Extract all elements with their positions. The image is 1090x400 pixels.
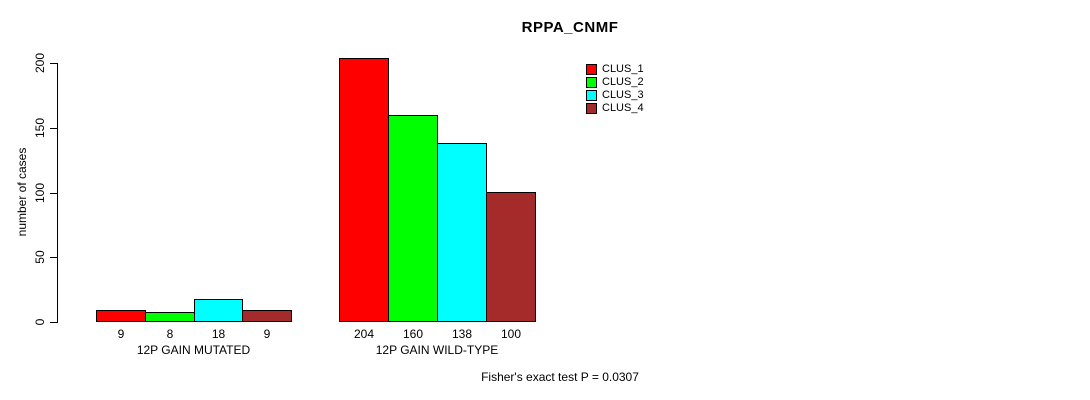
bar-clus_2-group2: [388, 115, 438, 322]
bar-clus_2-group1: [145, 312, 195, 322]
legend-item: CLUS_2: [586, 76, 644, 89]
legend: CLUS_1 CLUS_2 CLUS_3 CLUS_4: [586, 63, 644, 115]
bar-value-label: 8: [166, 327, 174, 341]
bar-value-label: 204: [353, 327, 375, 341]
y-axis-line: [57, 63, 58, 323]
y-axis-tick: [50, 63, 57, 64]
x-category-label: 12P GAIN WILD-TYPE: [375, 343, 499, 357]
y-axis-tick-label: 0: [33, 318, 47, 326]
legend-item: CLUS_1: [586, 63, 644, 76]
legend-item: CLUS_4: [586, 102, 644, 115]
bar-clus_4-group1: [242, 310, 292, 322]
x-category-label: 12P GAIN MUTATED: [136, 343, 251, 357]
y-axis-tick-label: 50: [33, 250, 47, 264]
y-axis-tick: [50, 322, 57, 323]
legend-label: CLUS_4: [602, 102, 644, 114]
legend-swatch: [586, 77, 597, 88]
bar-value-label: 100: [500, 327, 522, 341]
legend-label: CLUS_3: [602, 89, 644, 101]
legend-swatch: [586, 103, 597, 114]
bar-value-label: 9: [117, 327, 125, 341]
y-axis-title: number of cases: [15, 147, 29, 237]
legend-swatch: [586, 90, 597, 101]
bar-clus_1-group1: [96, 310, 146, 322]
bar-value-label: 160: [402, 327, 424, 341]
legend-swatch: [586, 64, 597, 75]
stat-annotation: Fisher's exact test P = 0.0307: [481, 370, 639, 384]
y-axis-tick: [50, 128, 57, 129]
y-axis-tick-label: 200: [33, 52, 47, 74]
bar-clus_3-group2: [437, 143, 487, 322]
chart-title: RPPA_CNMF: [521, 19, 619, 36]
legend-label: CLUS_2: [602, 76, 644, 88]
bar-clus_4-group2: [486, 192, 536, 322]
bar-clus_3-group1: [194, 299, 243, 322]
y-axis-tick: [50, 257, 57, 258]
y-axis-tick-label: 100: [33, 182, 47, 204]
bar-value-label: 18: [211, 327, 226, 341]
legend-item: CLUS_3: [586, 89, 644, 102]
bar-value-label: 9: [263, 327, 271, 341]
y-axis-tick-label: 150: [33, 117, 47, 139]
bar-value-label: 138: [451, 327, 473, 341]
y-axis-tick: [50, 193, 57, 194]
bar-clus_1-group2: [339, 58, 389, 322]
legend-label: CLUS_1: [602, 63, 644, 75]
